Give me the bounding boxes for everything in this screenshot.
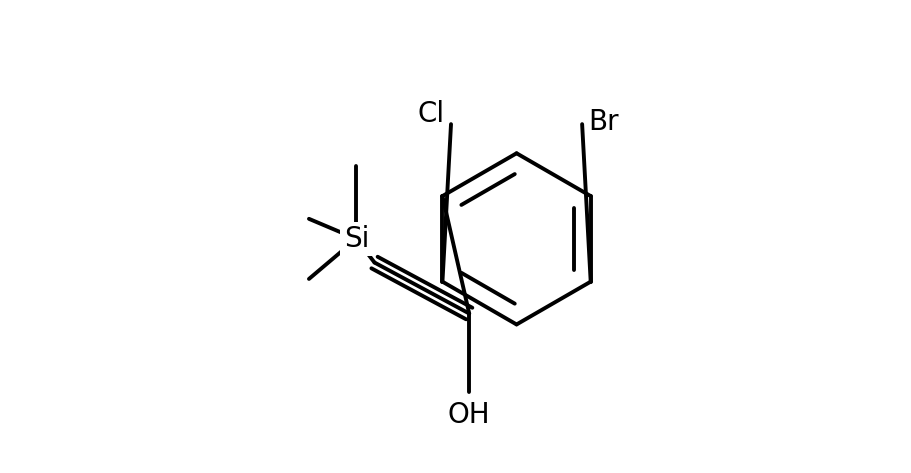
Text: Cl: Cl — [417, 100, 444, 129]
Text: Br: Br — [588, 108, 619, 136]
Text: Si: Si — [343, 225, 369, 253]
Text: OH: OH — [447, 401, 490, 429]
